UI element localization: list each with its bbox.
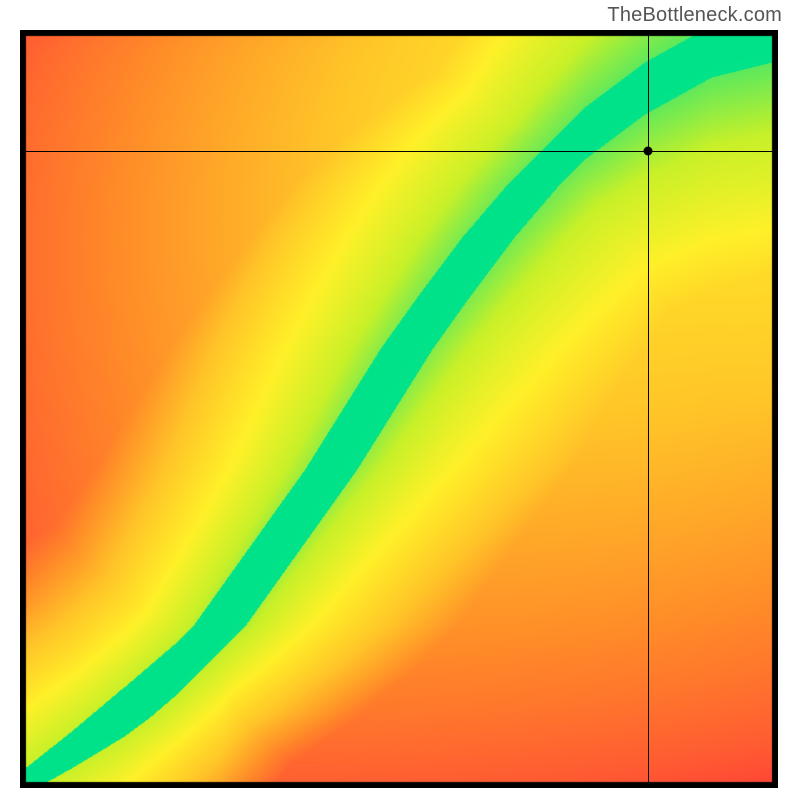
crosshair-vertical bbox=[648, 30, 649, 788]
crosshair-marker bbox=[644, 147, 653, 156]
crosshair-horizontal bbox=[20, 151, 778, 152]
heatmap-canvas bbox=[20, 30, 778, 788]
watermark-text: TheBottleneck.com bbox=[607, 4, 782, 27]
heatmap-plot bbox=[20, 30, 778, 788]
